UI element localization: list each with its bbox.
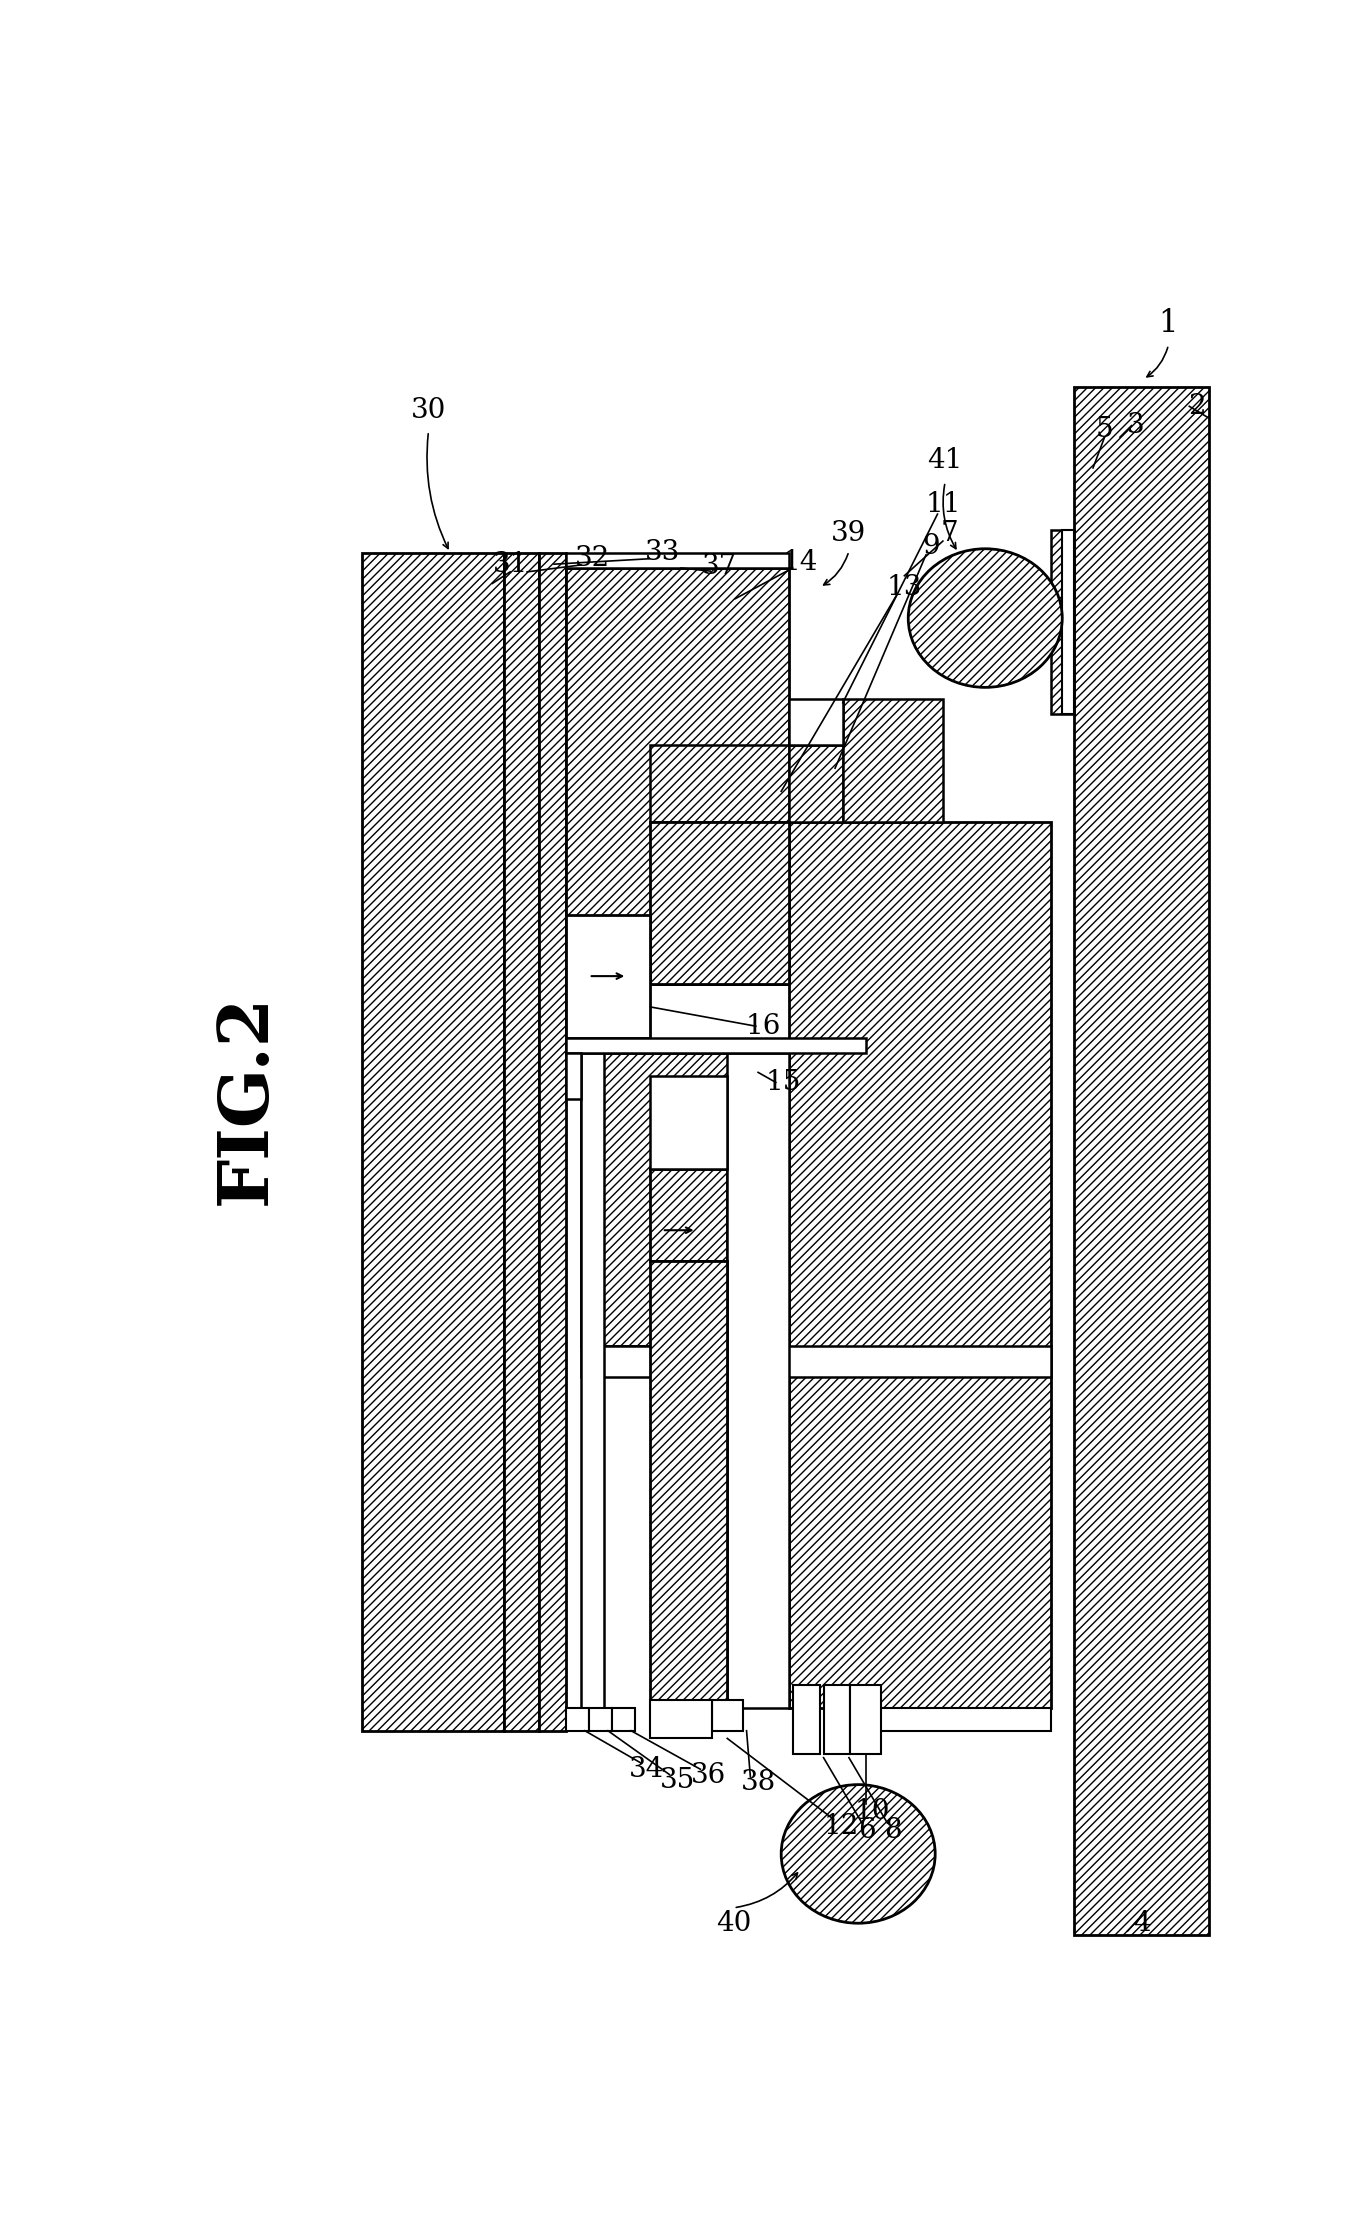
Bar xyxy=(651,1261,727,1707)
Bar xyxy=(1074,386,1208,1934)
Bar xyxy=(565,569,789,984)
Text: 15: 15 xyxy=(766,1069,801,1095)
Bar xyxy=(651,1075,727,1169)
Text: 10: 10 xyxy=(854,1798,890,1825)
Text: 32: 32 xyxy=(575,544,610,573)
Text: 41: 41 xyxy=(928,446,963,473)
Text: 4: 4 xyxy=(1132,1910,1150,1937)
Bar xyxy=(565,553,789,569)
Bar xyxy=(504,553,538,1731)
Bar xyxy=(727,1053,789,1707)
Bar xyxy=(850,1684,881,1754)
Text: 6: 6 xyxy=(858,1818,876,1845)
Bar xyxy=(565,915,651,1037)
Text: 3: 3 xyxy=(1127,413,1144,440)
Text: 35: 35 xyxy=(659,1767,694,1794)
Text: FIG.2: FIG.2 xyxy=(213,993,279,1205)
Bar xyxy=(850,1707,1051,1731)
Text: 36: 36 xyxy=(690,1762,725,1789)
Text: 1: 1 xyxy=(1159,308,1178,339)
Bar xyxy=(1062,529,1074,714)
Text: 30: 30 xyxy=(411,397,446,424)
Bar xyxy=(843,698,942,821)
Bar xyxy=(651,745,789,821)
Bar xyxy=(651,821,789,984)
Text: 16: 16 xyxy=(746,1013,781,1040)
Text: 14: 14 xyxy=(782,549,818,576)
Text: 5: 5 xyxy=(1096,415,1113,444)
Bar xyxy=(538,553,565,1731)
Text: 8: 8 xyxy=(884,1818,902,1845)
Bar xyxy=(612,1707,635,1731)
Bar xyxy=(565,1037,866,1053)
Text: 40: 40 xyxy=(716,1910,751,1937)
Bar xyxy=(580,1053,603,1707)
Bar xyxy=(712,1700,743,1731)
Text: 37: 37 xyxy=(702,553,738,580)
Bar xyxy=(651,1700,712,1738)
Text: 7: 7 xyxy=(940,520,957,547)
Bar xyxy=(580,1053,789,1345)
Text: 39: 39 xyxy=(831,520,866,547)
Bar xyxy=(565,1053,580,1100)
Text: 2: 2 xyxy=(1188,393,1205,419)
Bar xyxy=(651,1169,727,1261)
Ellipse shape xyxy=(781,1785,936,1923)
Text: 31: 31 xyxy=(492,551,527,578)
Bar xyxy=(789,698,843,745)
Text: 13: 13 xyxy=(887,573,922,600)
Bar xyxy=(565,1707,589,1731)
Bar xyxy=(589,1707,612,1731)
Text: 34: 34 xyxy=(629,1756,664,1783)
Text: 9: 9 xyxy=(922,533,940,560)
Bar xyxy=(789,745,843,821)
Bar xyxy=(1051,529,1074,714)
Text: 38: 38 xyxy=(740,1769,776,1796)
Text: 12: 12 xyxy=(823,1814,858,1841)
Bar xyxy=(580,1345,1051,1377)
Text: 11: 11 xyxy=(925,491,960,518)
Bar xyxy=(362,553,504,1731)
Bar xyxy=(823,1684,850,1754)
Bar xyxy=(793,1684,819,1754)
Text: 33: 33 xyxy=(645,540,681,567)
Ellipse shape xyxy=(909,549,1062,687)
Bar xyxy=(789,821,1051,1707)
